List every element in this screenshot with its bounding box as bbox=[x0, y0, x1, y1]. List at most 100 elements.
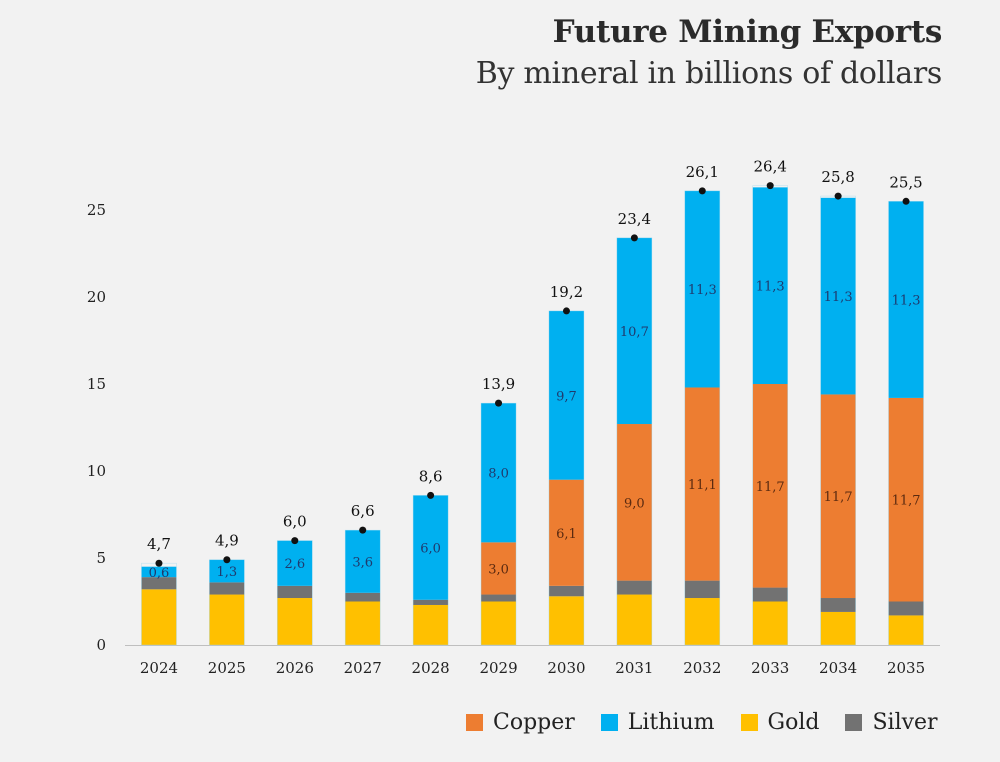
data-label-lithium-2026: 2,6 bbox=[284, 557, 305, 572]
total-marker-2032 bbox=[698, 187, 706, 195]
bar-copper-2030 bbox=[548, 479, 584, 586]
bar-gold-2034 bbox=[820, 611, 856, 645]
x-tick-label-2030: 2030 bbox=[547, 659, 585, 677]
data-label-lithium-2027: 3,6 bbox=[352, 555, 373, 570]
total-marker-2026 bbox=[291, 537, 299, 545]
data-label-lithium-2033: 11,3 bbox=[756, 280, 785, 295]
total-marker-2024 bbox=[155, 559, 163, 567]
bar-copper-2029 bbox=[481, 542, 517, 595]
bar-lithium-2034 bbox=[820, 197, 856, 395]
y-tick-label-25: 25 bbox=[87, 201, 106, 219]
bar-copper-2034 bbox=[820, 394, 856, 599]
bar-gold-2026 bbox=[277, 598, 313, 645]
legend-swatch-lithium bbox=[600, 714, 618, 731]
data-label-lithium-2029: 8,0 bbox=[488, 467, 509, 482]
data-label-lithium-2028: 6,0 bbox=[420, 542, 441, 557]
legend-item-copper: Copper bbox=[466, 710, 575, 735]
x-tick-label-2028: 2028 bbox=[412, 659, 450, 677]
data-label-copper-2033: 11,7 bbox=[756, 480, 785, 495]
data-label-copper-2035: 11,7 bbox=[892, 494, 921, 509]
total-label-2035: 25,5 bbox=[889, 173, 922, 191]
legend-swatch-silver bbox=[845, 714, 863, 731]
bar-lithium-2033 bbox=[752, 187, 788, 384]
legend-label-lithium: Lithium bbox=[627, 710, 715, 735]
total-marker-2035 bbox=[902, 197, 910, 205]
bar-lithium-2029 bbox=[481, 403, 517, 543]
bar-silver-2032 bbox=[684, 580, 720, 599]
total-label-2033: 26,4 bbox=[754, 158, 787, 176]
total-marker-2028 bbox=[427, 491, 435, 499]
total-label-2032: 26,1 bbox=[686, 163, 719, 181]
legend-swatch-gold bbox=[740, 714, 758, 731]
total-marker-2029 bbox=[495, 399, 503, 407]
data-label-lithium-2024: 0,6 bbox=[149, 566, 170, 581]
total-marker-2033 bbox=[766, 182, 774, 190]
x-tick-label-2026: 2026 bbox=[276, 659, 314, 677]
total-label-2025: 4,9 bbox=[215, 532, 239, 550]
legend-label-silver: Silver bbox=[872, 710, 938, 735]
bar-gold-2030 bbox=[548, 596, 584, 645]
y-tick-label-5: 5 bbox=[96, 549, 106, 567]
chart-legend: Copper Lithium Gold Silver bbox=[466, 710, 938, 735]
bar-copper-2035 bbox=[888, 397, 924, 602]
total-label-2030: 19,2 bbox=[550, 283, 583, 301]
bar-gold-2028 bbox=[413, 604, 449, 645]
bar-gold-2035 bbox=[888, 615, 924, 645]
stacked-bar-chart: 05101520250,64,720241,34,920252,66,02026… bbox=[87, 158, 940, 677]
bar-copper-2033 bbox=[752, 384, 788, 588]
data-label-copper-2032: 11,1 bbox=[688, 478, 717, 493]
total-marker-2025 bbox=[223, 556, 231, 564]
x-tick-label-2025: 2025 bbox=[208, 659, 246, 677]
x-tick-label-2027: 2027 bbox=[344, 659, 382, 677]
bar-lithium-2025 bbox=[209, 559, 245, 583]
data-label-lithium-2034: 11,3 bbox=[824, 290, 853, 305]
legend-swatch-copper bbox=[466, 714, 483, 731]
bar-gold-2029 bbox=[481, 601, 517, 645]
bar-silver-2030 bbox=[548, 585, 584, 597]
bar-lithium-2028 bbox=[413, 495, 449, 600]
bar-lithium-2032 bbox=[684, 190, 720, 388]
data-label-copper-2031: 9,0 bbox=[624, 496, 645, 511]
bar-silver-2029 bbox=[481, 594, 517, 602]
bar-gold-2033 bbox=[752, 601, 788, 645]
total-label-2034: 25,8 bbox=[821, 168, 854, 186]
x-tick-label-2034: 2034 bbox=[819, 659, 857, 677]
x-tick-label-2032: 2032 bbox=[683, 659, 721, 677]
legend-item-silver: Silver bbox=[845, 710, 938, 735]
total-marker-2034 bbox=[834, 192, 842, 200]
bar-lithium-2024 bbox=[141, 566, 177, 578]
bar-copper-2032 bbox=[684, 387, 720, 581]
data-label-lithium-2030: 9,7 bbox=[556, 389, 577, 404]
legend-item-lithium: Lithium bbox=[600, 710, 715, 735]
bar-silver-2031 bbox=[616, 580, 652, 595]
total-label-2026: 6,0 bbox=[283, 513, 307, 531]
data-label-lithium-2031: 10,7 bbox=[620, 325, 649, 340]
bar-lithium-2026 bbox=[277, 540, 313, 586]
bar-lithium-2035 bbox=[888, 201, 924, 398]
bar-lithium-2031 bbox=[616, 237, 652, 425]
legend-label-copper: Copper bbox=[493, 710, 575, 735]
total-label-2027: 6,6 bbox=[351, 502, 375, 520]
total-marker-2031 bbox=[630, 234, 638, 242]
bar-gold-2032 bbox=[684, 598, 720, 645]
bar-silver-2035 bbox=[888, 601, 924, 616]
bar-silver-2025 bbox=[209, 582, 245, 595]
bar-silver-2028 bbox=[413, 599, 449, 605]
data-label-lithium-2035: 11,3 bbox=[892, 294, 921, 309]
total-marker-2027 bbox=[359, 526, 367, 534]
x-tick-label-2033: 2033 bbox=[751, 659, 789, 677]
total-label-2024: 4,7 bbox=[147, 535, 171, 553]
data-label-lithium-2025: 1,3 bbox=[217, 565, 238, 580]
bar-silver-2026 bbox=[277, 585, 313, 599]
bar-lithium-2030 bbox=[548, 310, 584, 480]
bar-gold-2027 bbox=[345, 601, 381, 645]
x-tick-label-2024: 2024 bbox=[140, 659, 178, 677]
y-tick-label-20: 20 bbox=[87, 288, 106, 306]
chart-subtitle: By mineral in billions of dollars bbox=[475, 56, 943, 91]
y-tick-label-10: 10 bbox=[87, 462, 106, 480]
bar-silver-2034 bbox=[820, 598, 856, 612]
chart-title: Future Mining Exports bbox=[552, 14, 943, 50]
bar-gold-2025 bbox=[209, 594, 245, 645]
total-label-2031: 23,4 bbox=[618, 210, 651, 228]
legend-item-gold: Gold bbox=[740, 710, 819, 735]
